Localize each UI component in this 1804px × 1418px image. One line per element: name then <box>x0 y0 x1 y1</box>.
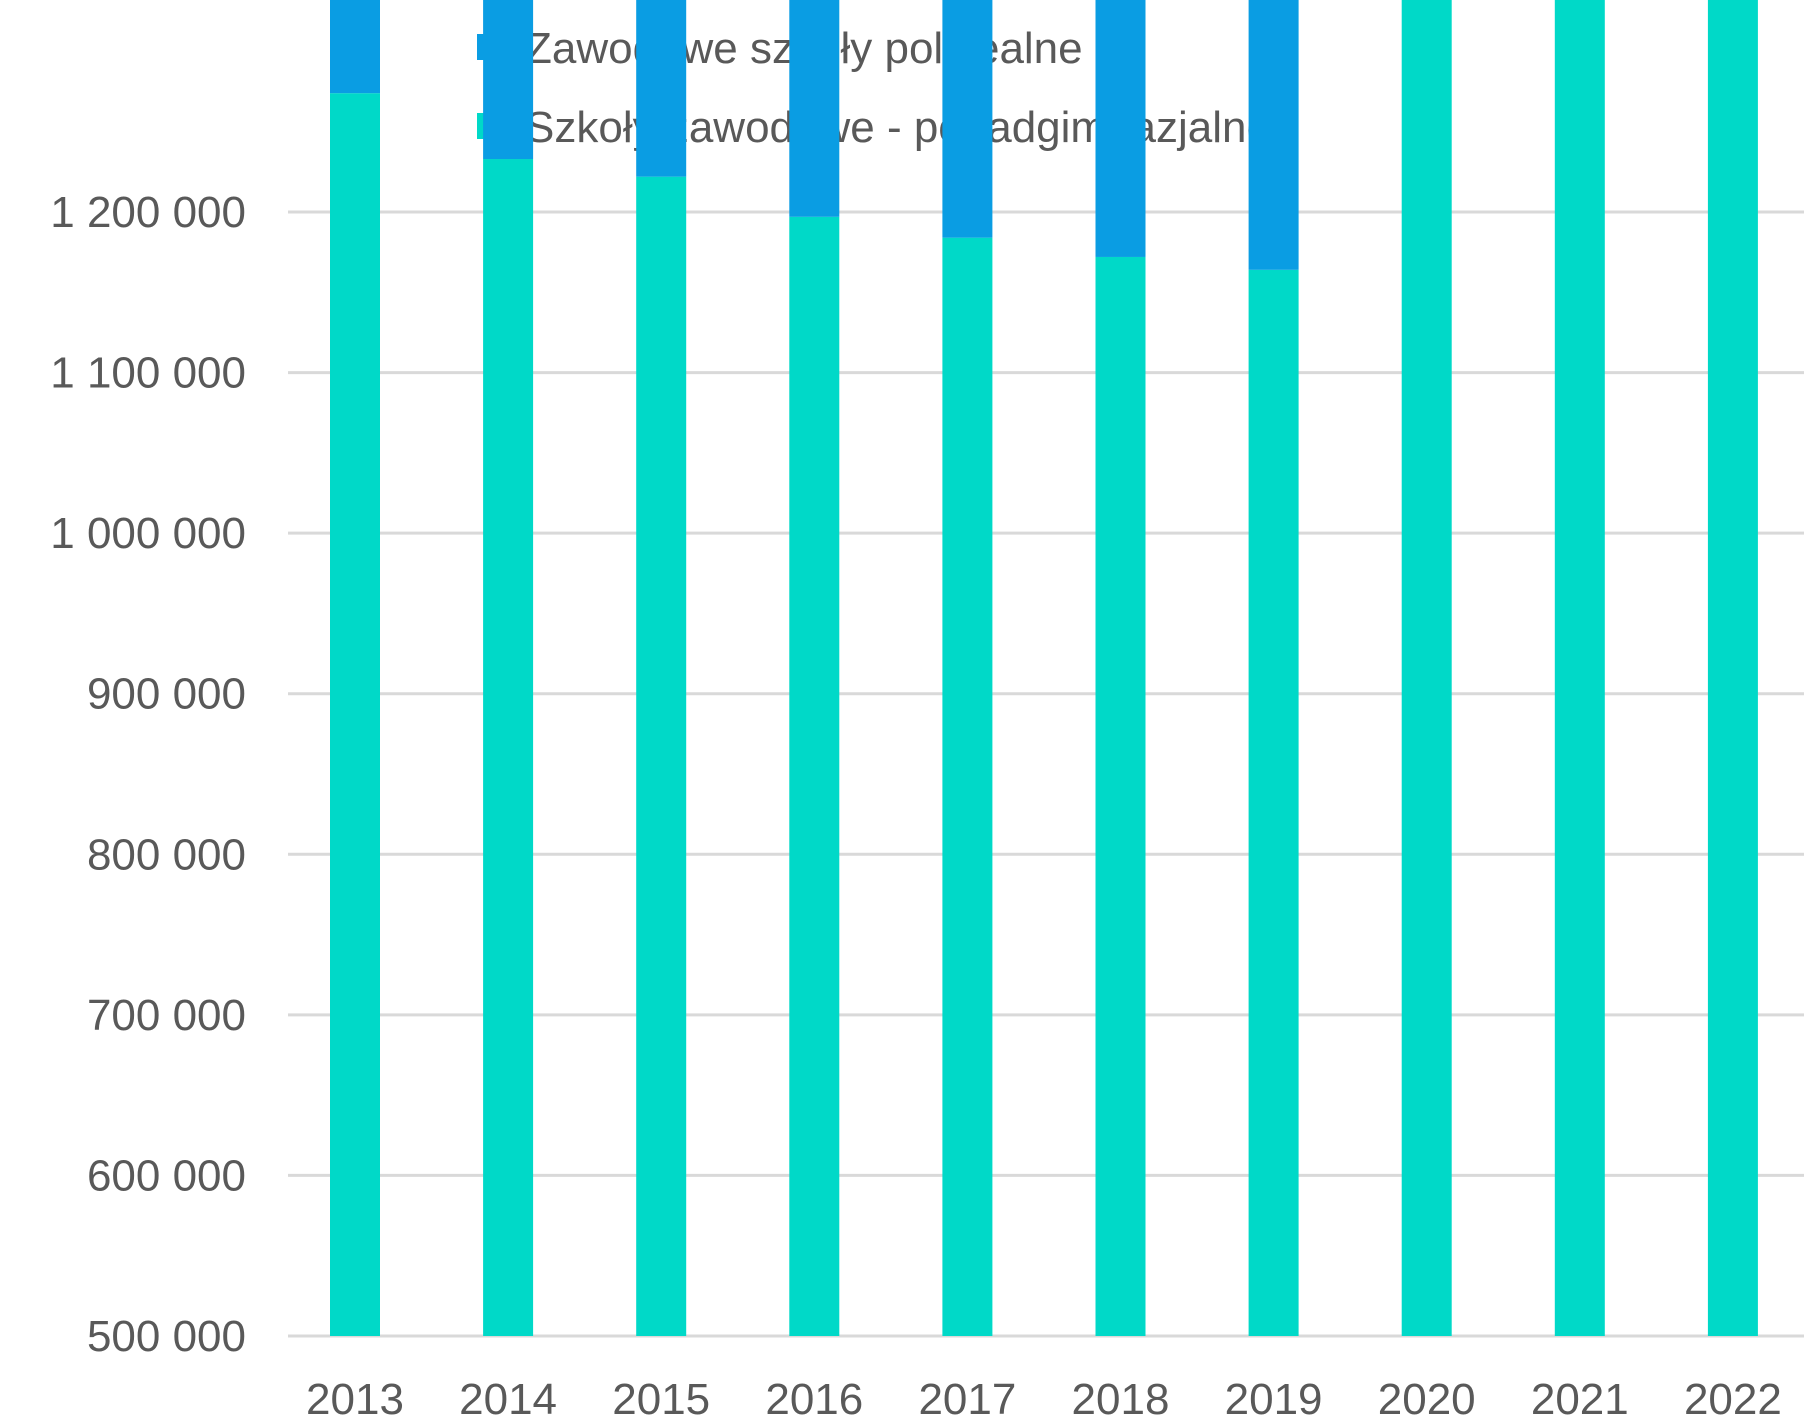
bar-segment-series0-2017 <box>942 237 993 1337</box>
bar-segment-series0-2014 <box>483 159 534 1336</box>
y-tick-label: 1 000 000 <box>50 509 246 558</box>
bar-segment-series1-2015 <box>636 0 687 177</box>
bar-segment-series1-2017 <box>942 0 993 238</box>
bar-segment-series0-2013 <box>330 93 380 1337</box>
bar-segment-series0-2020 <box>1401 0 1452 1337</box>
bar-segment-series0-2022 <box>1707 0 1758 1336</box>
gridlines <box>288 210 1804 1338</box>
x-tick-label: 2015 <box>612 1375 710 1418</box>
bar-segment-series1-2014 <box>483 0 534 160</box>
y-axis: 500 000 600 000 700 000 800 000 900 000 1 000… <box>50 188 246 1361</box>
bar-segment-series0-2021 <box>1554 0 1605 1337</box>
x-axis: 2013 2014 2015 2016 2017 2018 2019 2020 2021 2022 <box>306 1375 1782 1418</box>
legend: Zawodowe szkoły policealneSzkoły zawodow… <box>477 24 1271 152</box>
y-tick-label: 1 200 000 <box>50 188 246 237</box>
y-tick-label: 600 000 <box>87 1151 246 1200</box>
x-tick-label: 2018 <box>1072 1375 1170 1418</box>
bar-segment-series0-2019 <box>1248 269 1299 1337</box>
bar-segment-series1-2013 <box>330 0 380 94</box>
bar-segment-series0-2016 <box>789 216 840 1336</box>
x-tick-label: 2017 <box>918 1375 1016 1418</box>
x-tick-label: 2020 <box>1378 1375 1476 1418</box>
bar-segment-series0-2018 <box>1095 256 1146 1337</box>
x-tick-label: 2022 <box>1684 1375 1782 1418</box>
y-tick-label: 1 100 000 <box>50 349 246 398</box>
bar-segment-series1-2019 <box>1248 0 1299 270</box>
x-tick-label: 2016 <box>765 1375 863 1418</box>
x-tick-label: 2014 <box>459 1375 557 1418</box>
x-tick-label: 2021 <box>1531 1375 1629 1418</box>
bar-segment-series0-2015 <box>636 176 687 1336</box>
y-tick-label: 900 000 <box>87 670 246 719</box>
y-tick-label: 800 000 <box>87 830 246 879</box>
x-tick-label: 2013 <box>306 1375 404 1418</box>
y-tick-label: 500 000 <box>87 1312 246 1361</box>
y-tick-label: 700 000 <box>87 991 246 1040</box>
bars <box>330 0 1758 1337</box>
bar-segment-series1-2018 <box>1095 0 1146 257</box>
x-tick-label: 2019 <box>1225 1375 1323 1418</box>
bar-segment-series1-2016 <box>789 0 840 217</box>
